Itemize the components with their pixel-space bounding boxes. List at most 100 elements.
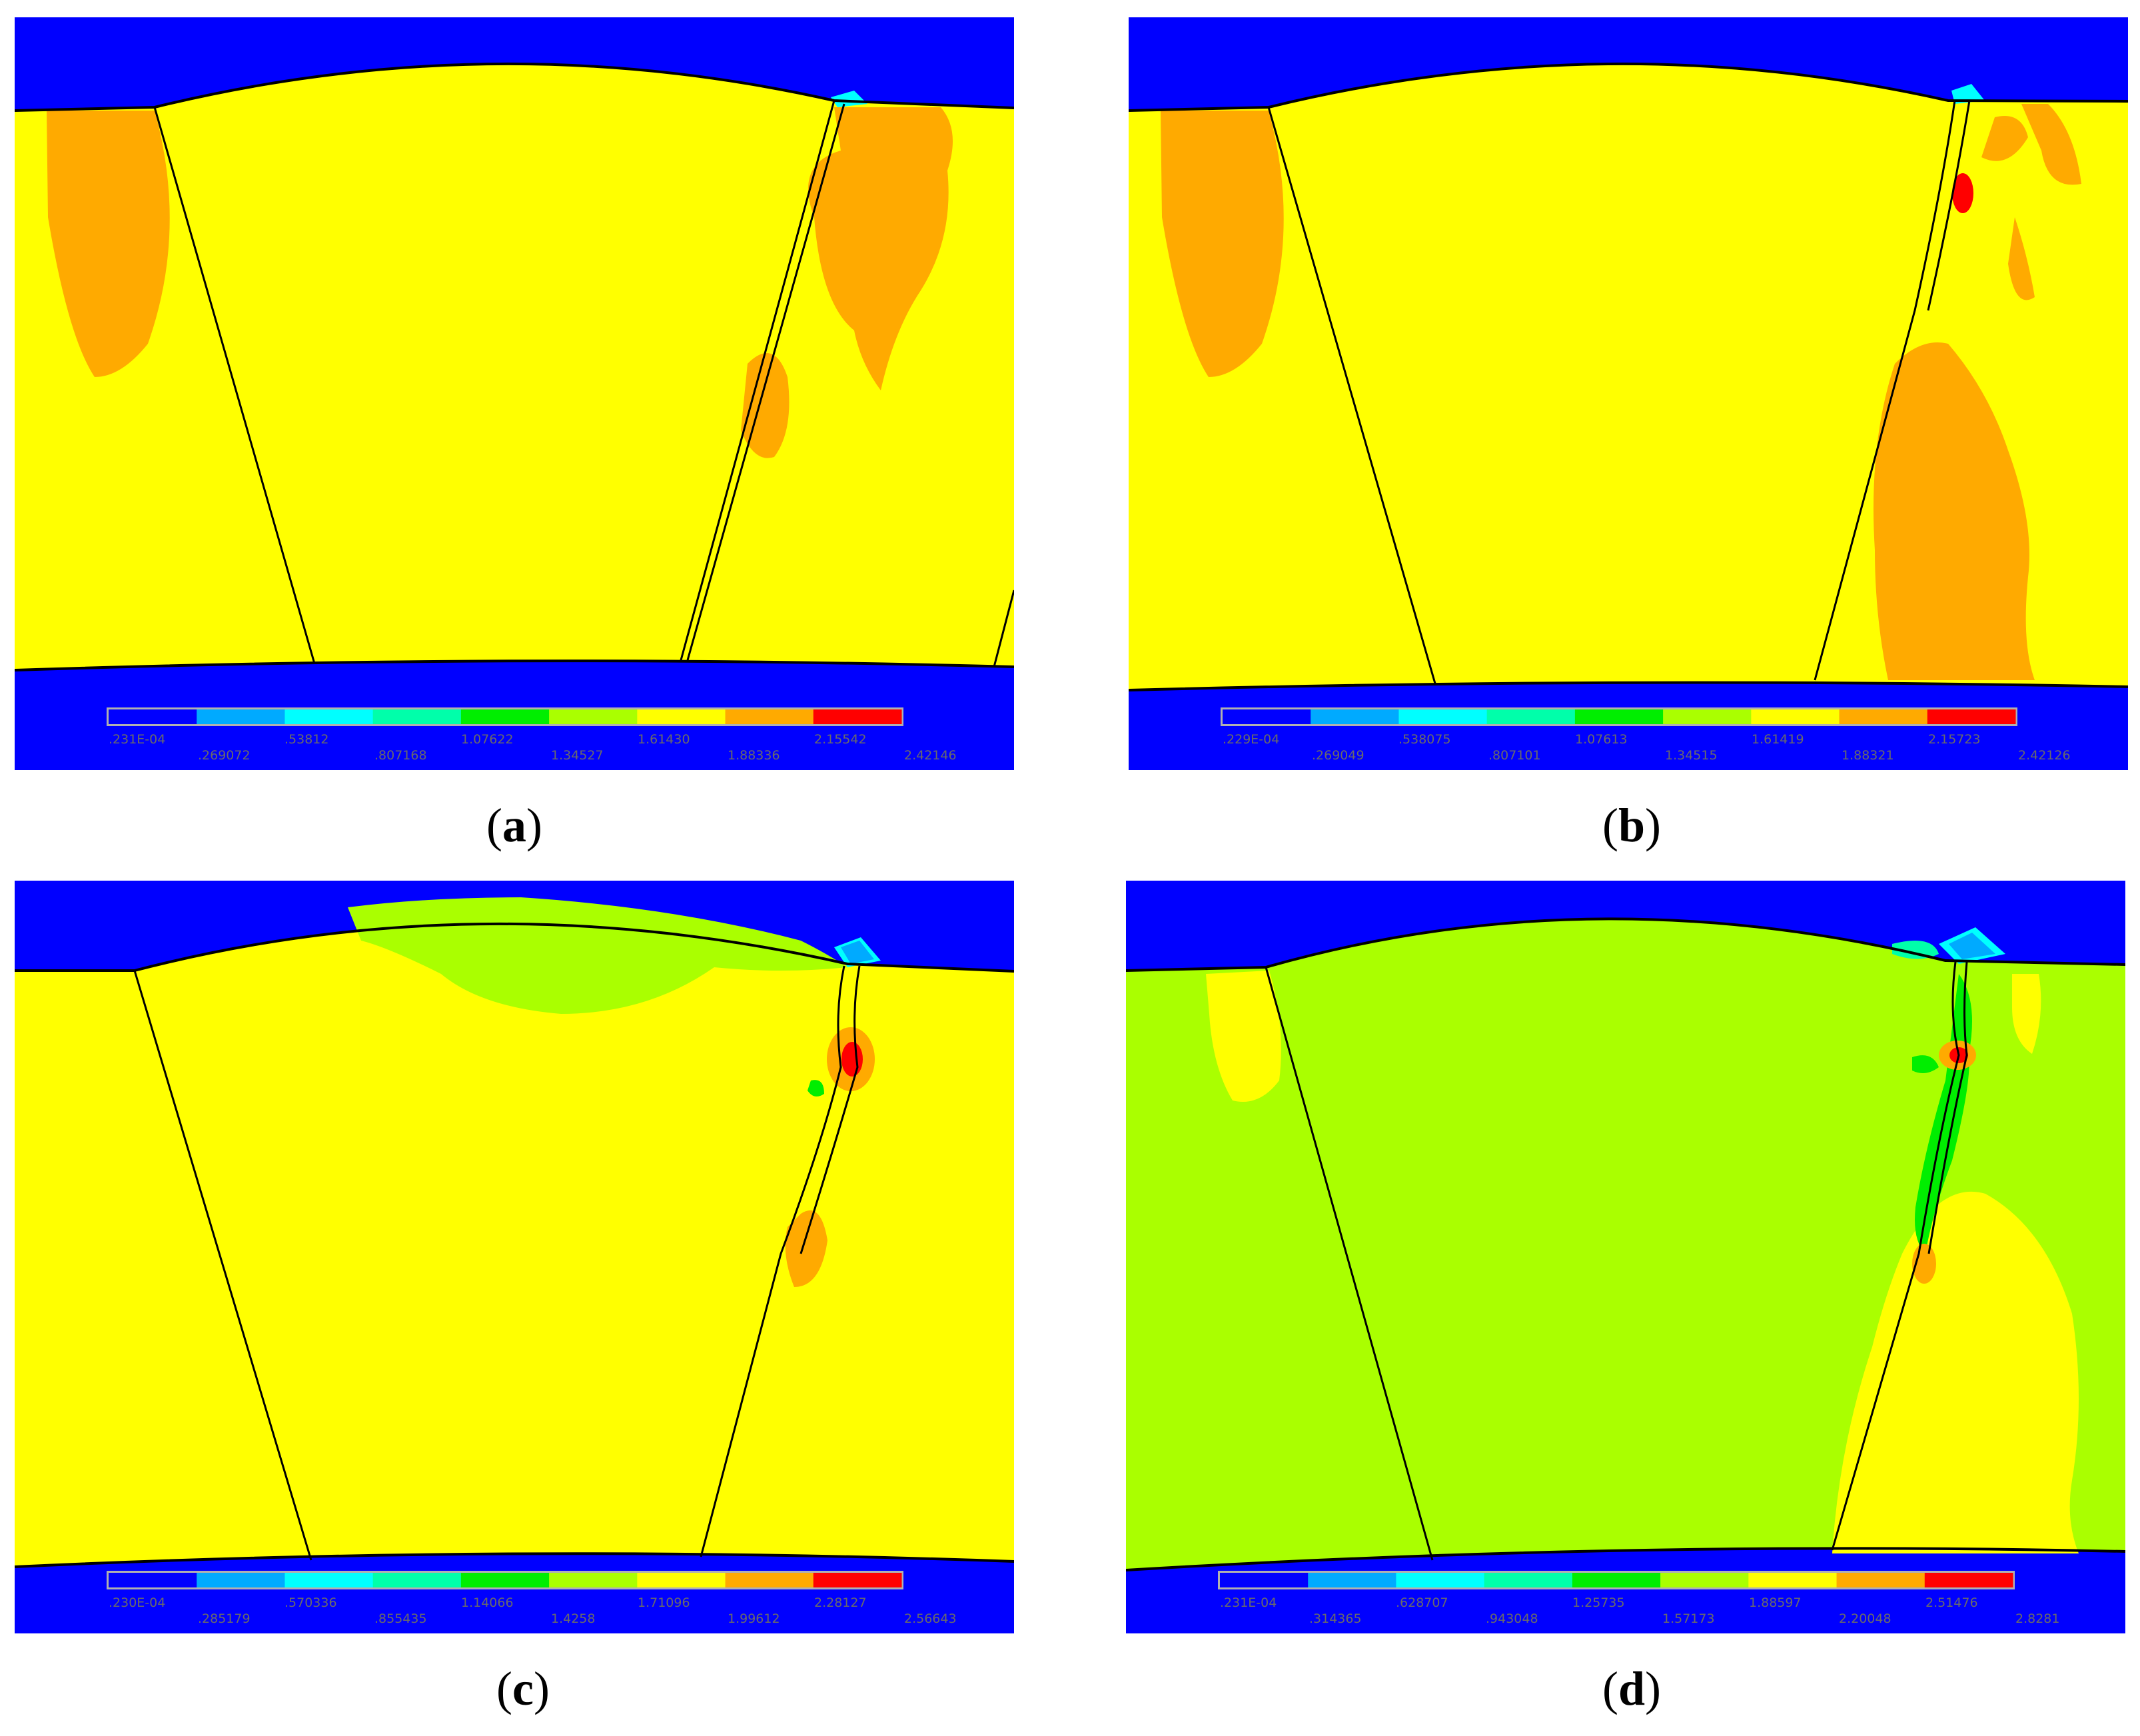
- legend-swatch: [813, 709, 902, 724]
- panel-a: .231E-04 .53812 1.07622 1.61430 2.15542 …: [15, 17, 1014, 770]
- legend-swatch: [1924, 1573, 2013, 1587]
- legend-swatch: [1572, 1573, 1661, 1587]
- legend-swatches: [1220, 1573, 2013, 1587]
- edge-line-right: [993, 590, 1014, 667]
- weld-line-left: [153, 107, 316, 664]
- yellow-zone-left: [1206, 971, 1281, 1102]
- legend-ticks-bottom: .269049 .807101 1.34515 1.88321 2.42126: [1312, 748, 2071, 763]
- contour-plot-c: .230E-04 .570336 1.14066 1.71096 2.28127…: [15, 881, 1014, 1633]
- orange-zone-right-lower: [1873, 342, 2035, 680]
- contour-plot-d: .231E-04 .628707 1.25735 1.88597 2.51476…: [1126, 881, 2125, 1633]
- legend-tick: .314365: [1309, 1611, 1362, 1626]
- caption-c: (c): [496, 1662, 550, 1715]
- orange-zone-right-upper: [1981, 104, 2081, 300]
- legend-swatch: [1396, 1573, 1485, 1587]
- legend-swatches: [109, 709, 902, 724]
- weld-line-right-b: [800, 965, 861, 1254]
- legend-tick: 2.51476: [1925, 1595, 1978, 1610]
- green-speck-left: [807, 1080, 824, 1096]
- legend-tick: 2.42146: [904, 748, 957, 763]
- cyan-notch: [831, 91, 867, 107]
- orange-zone-right-upper: [808, 107, 953, 390]
- legend-swatch: [1663, 709, 1752, 724]
- legend-swatch: [1836, 1573, 1925, 1587]
- legend-ticks-top: .229E-04 .538075 1.07613 1.61419 2.15723: [1223, 732, 1981, 747]
- body-region: [15, 923, 1014, 1567]
- legend-tick: .230E-04: [109, 1595, 165, 1610]
- sky-notch: [841, 941, 874, 964]
- legend-tick: 2.20048: [1839, 1611, 1891, 1626]
- legend-swatch: [284, 1573, 374, 1587]
- legend-swatch: [1574, 709, 1664, 724]
- weld-line-right-a: [700, 965, 845, 1557]
- legend-tick: .807168: [374, 748, 427, 763]
- legend-tick: 2.15723: [1928, 732, 1981, 747]
- legend-swatches: [109, 1573, 902, 1587]
- legend-tick: 1.57173: [1662, 1611, 1715, 1626]
- legend-tick: 1.34527: [551, 748, 604, 763]
- legend-tick: 1.25735: [1572, 1595, 1625, 1610]
- legend-swatch: [109, 1573, 197, 1587]
- legend-tick: 2.28127: [814, 1595, 867, 1610]
- legend-swatch: [1927, 709, 2016, 724]
- orange-zone-right-lower: [741, 353, 790, 458]
- legend-ticks-bottom: .285179 .855435 1.4258 1.99612 2.56643: [198, 1611, 957, 1626]
- green-cap-zone: [348, 897, 847, 1014]
- weld-line-left: [1267, 107, 1436, 684]
- legend-swatch: [1748, 1573, 1838, 1587]
- legend-swatch: [197, 709, 285, 724]
- bottom-boundary: [1126, 1547, 2125, 1571]
- legend-tick: 1.88321: [1842, 748, 1894, 763]
- legend-tick: .269072: [198, 748, 251, 763]
- legend-tick: 1.88336: [728, 748, 780, 763]
- legend-tick: 1.4258: [551, 1611, 595, 1626]
- legend-tick: .570336: [284, 1595, 337, 1610]
- legend-ticks-bottom: .269072 .807168 1.34527 1.88336 2.42146: [198, 748, 957, 763]
- legend-tick: 2.56643: [904, 1611, 957, 1626]
- legend-tick: .285179: [198, 1611, 251, 1626]
- legend-tick: 1.61419: [1752, 732, 1804, 747]
- legend-tick: .538075: [1398, 732, 1451, 747]
- orange-zone-left: [47, 111, 170, 377]
- teal-band: [1892, 941, 1939, 959]
- legend-tick: .53812: [284, 732, 328, 747]
- legend-tick: 2.15542: [814, 732, 867, 747]
- legend-tick: .231E-04: [1220, 1595, 1277, 1610]
- weld-line-right-b: [686, 103, 845, 661]
- legend-tick: 2.8281: [2015, 1611, 2059, 1626]
- body-region: [15, 63, 1014, 671]
- legend-swatch: [1660, 1573, 1749, 1587]
- weld-line-right-a: [680, 100, 835, 661]
- legend-swatch: [1486, 709, 1576, 724]
- legend-tick: .943048: [1486, 1611, 1538, 1626]
- legend-swatch: [1311, 709, 1399, 724]
- legend-tick: .231E-04: [109, 732, 165, 747]
- weld-line-right-a: [1831, 961, 1960, 1551]
- bottom-boundary: [15, 1552, 1014, 1568]
- legend-swatch: [1839, 709, 1928, 724]
- orange-zone-lower: [785, 1210, 827, 1287]
- legend-swatch: [637, 709, 726, 724]
- legend-swatch: [725, 1573, 814, 1587]
- legend-tick: .628707: [1396, 1595, 1448, 1610]
- panel-b: .229E-04 .538075 1.07613 1.61419 2.15723…: [1129, 17, 2128, 770]
- sky-notch: [1949, 933, 1995, 959]
- caption-a: (a): [486, 799, 542, 852]
- legend-swatch: [1220, 1573, 1309, 1587]
- weld-line-right-a: [1814, 100, 1956, 681]
- caption-b: (b): [1602, 799, 1661, 852]
- contour-plot-b: .229E-04 .538075 1.07613 1.61419 2.15723…: [1129, 17, 2128, 770]
- weld-line-left: [133, 970, 312, 1561]
- legend-swatch: [109, 709, 197, 724]
- green-speck-left: [1912, 1055, 1939, 1073]
- legend-ticks-top: .231E-04 .628707 1.25735 1.88597 2.51476: [1220, 1595, 1978, 1610]
- weld-line-left: [1265, 967, 1434, 1561]
- yellow-zone-right-upper: [2012, 974, 2041, 1054]
- red-hotspot: [1952, 173, 1973, 213]
- legend-tick: .807101: [1488, 748, 1541, 763]
- legend-swatch: [1484, 1573, 1573, 1587]
- legend-swatches: [1223, 709, 2016, 724]
- top-boundary: [1126, 917, 2125, 972]
- legend-ticks-top: .231E-04 .53812 1.07622 1.61430 2.15542: [109, 732, 867, 747]
- weld-line-right-b: [1927, 961, 1968, 1254]
